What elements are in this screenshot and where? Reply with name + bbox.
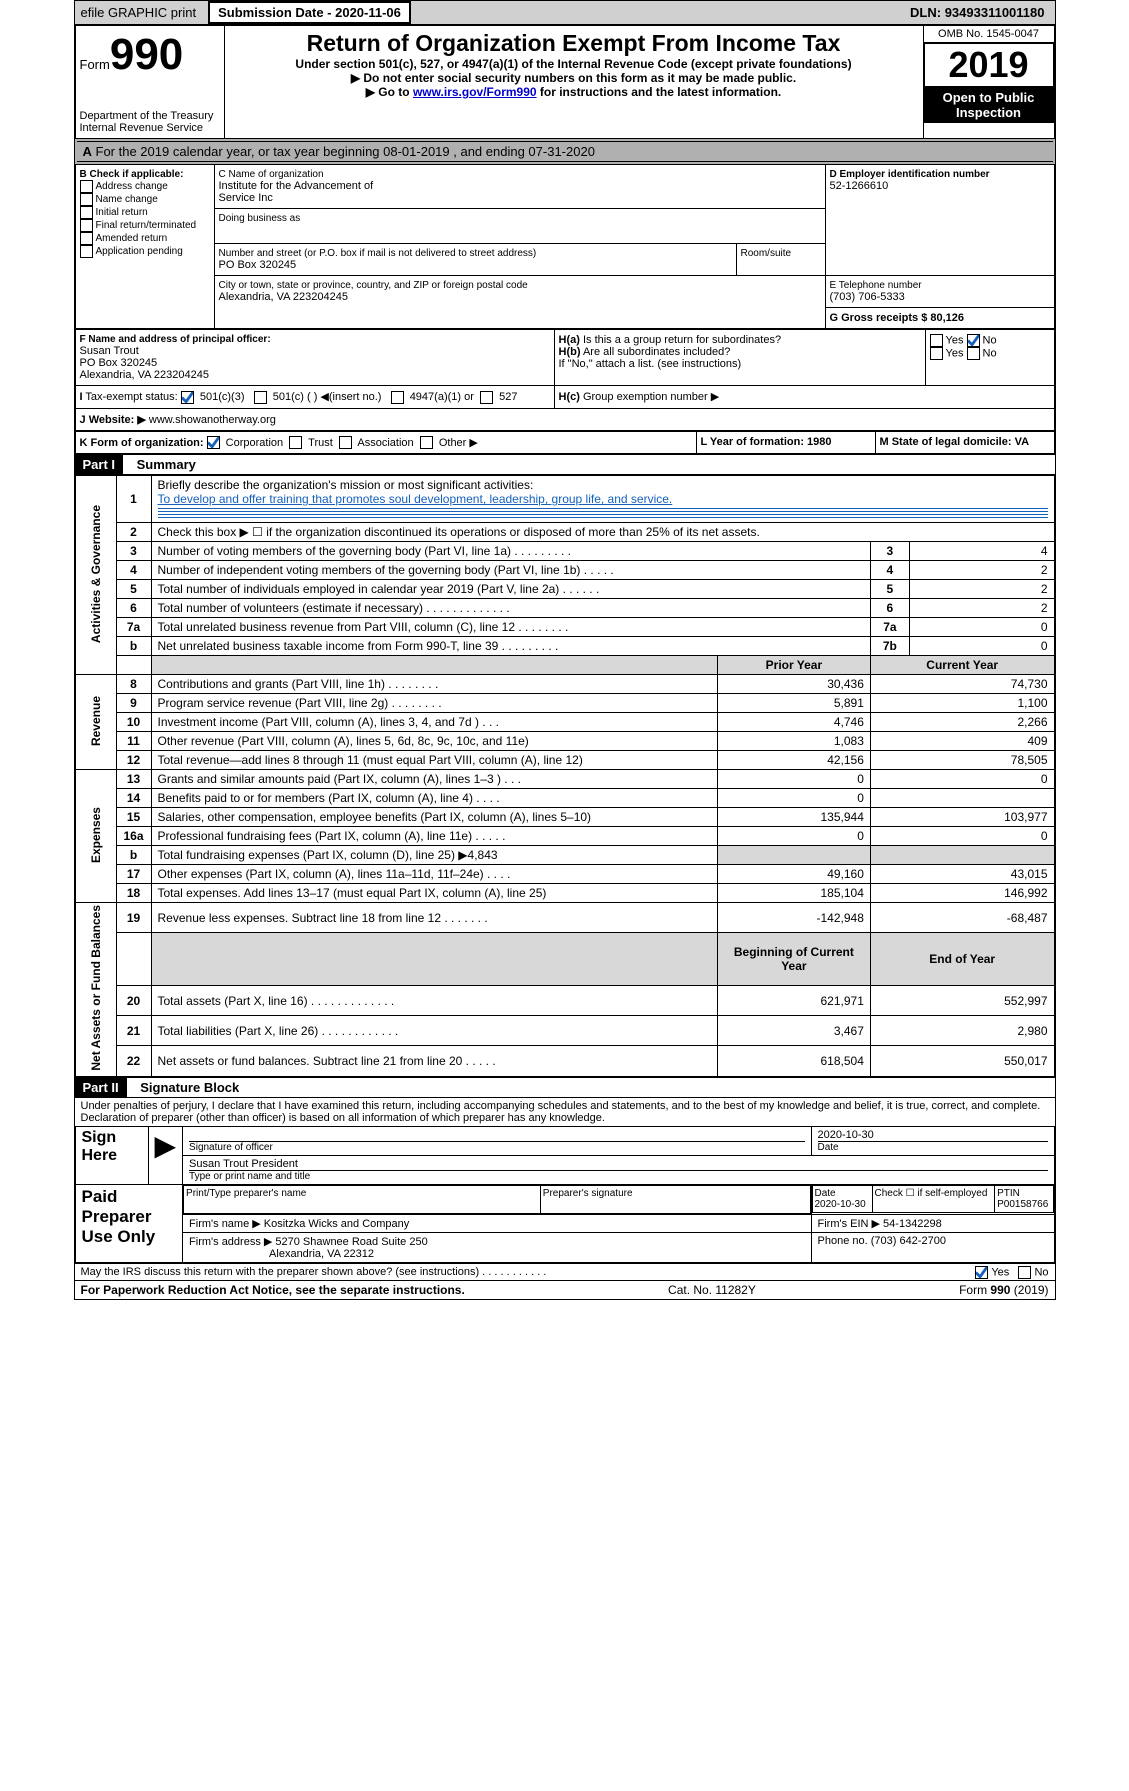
side-expenses: Expenses	[75, 770, 116, 903]
check-initial[interactable]	[80, 206, 93, 219]
form-number: 990	[110, 30, 183, 79]
k-other[interactable]	[420, 436, 433, 449]
row-a: A For the 2019 calendar year, or tax yea…	[75, 139, 1055, 164]
i-501c3[interactable]	[181, 391, 194, 404]
check-pending[interactable]	[80, 245, 93, 258]
topbar: efile GRAPHIC print Submission Date - 20…	[75, 1, 1055, 25]
form990-link[interactable]: www.irs.gov/Form990	[413, 85, 537, 99]
partII-bar: Part II Signature Block	[75, 1077, 1055, 1098]
header-table: Form990 Department of the Treasury Inter…	[75, 25, 1055, 139]
form-title: Return of Organization Exempt From Incom…	[229, 30, 919, 57]
i-4947[interactable]	[391, 391, 404, 404]
entity-table: B Check if applicable: Address change Na…	[75, 164, 1055, 329]
omb: OMB No. 1545-0047	[924, 26, 1054, 43]
hb-no[interactable]	[967, 347, 980, 360]
sign-arrow: ▶	[148, 1126, 183, 1184]
check-address[interactable]	[80, 180, 93, 193]
tax-year: 2019	[924, 43, 1054, 87]
side-netassets: Net Assets or Fund Balances	[75, 903, 116, 1077]
dln: DLN: 93493311001180	[900, 3, 1054, 22]
discuss-yes[interactable]	[975, 1266, 988, 1279]
irs: Internal Revenue Service	[80, 122, 220, 134]
open-to-public: Open to Public Inspection	[924, 87, 1054, 123]
discuss-no[interactable]	[1018, 1266, 1031, 1279]
klm-table: K Form of organization: Corporation Trus…	[75, 431, 1055, 455]
footer-formno: Form 990 (2019)	[959, 1283, 1048, 1297]
officer-table: F Name and address of principal officer:…	[75, 329, 1055, 431]
summary-table: Activities & Governance 1 Briefly descri…	[75, 475, 1055, 1077]
k-corp[interactable]	[207, 436, 220, 449]
subtitle-1: Under section 501(c), 527, or 4947(a)(1)…	[229, 57, 919, 71]
k-trust[interactable]	[289, 436, 302, 449]
submission-date: Submission Date - 2020-11-06	[208, 1, 411, 24]
footer: For Paperwork Reduction Act Notice, see …	[75, 1280, 1055, 1299]
subtitle-3: ▶ Go to www.irs.gov/Form990 for instruct…	[229, 85, 919, 99]
ha-yes[interactable]	[930, 334, 943, 347]
side-governance: Activities & Governance	[75, 476, 116, 675]
partI-bar: Part I Summary	[75, 454, 1055, 475]
form-prefix: Form	[80, 57, 110, 72]
ha-no[interactable]	[967, 334, 980, 347]
dept-treasury: Department of the Treasury	[80, 110, 220, 122]
sign-here: Sign Here	[75, 1126, 148, 1184]
mission: To develop and offer training that promo…	[158, 492, 673, 506]
efile-link[interactable]: efile GRAPHIC print	[75, 3, 203, 22]
signature-block: Sign Here ▶ Signature of officer 2020-10…	[75, 1126, 1055, 1263]
form-page: efile GRAPHIC print Submission Date - 20…	[74, 0, 1056, 1300]
check-final[interactable]	[80, 219, 93, 232]
hb-yes[interactable]	[930, 347, 943, 360]
i-501c[interactable]	[254, 391, 267, 404]
perjury: Under penalties of perjury, I declare th…	[75, 1098, 1055, 1126]
subtitle-2: ▶ Do not enter social security numbers o…	[229, 71, 919, 85]
check-amended[interactable]	[80, 232, 93, 245]
i-527[interactable]	[480, 391, 493, 404]
side-revenue: Revenue	[75, 675, 116, 770]
check-namechange[interactable]	[80, 193, 93, 206]
discuss-row: May the IRS discuss this return with the…	[75, 1263, 1055, 1280]
k-assoc[interactable]	[339, 436, 352, 449]
paid-preparer: Paid Preparer Use Only	[75, 1184, 183, 1262]
